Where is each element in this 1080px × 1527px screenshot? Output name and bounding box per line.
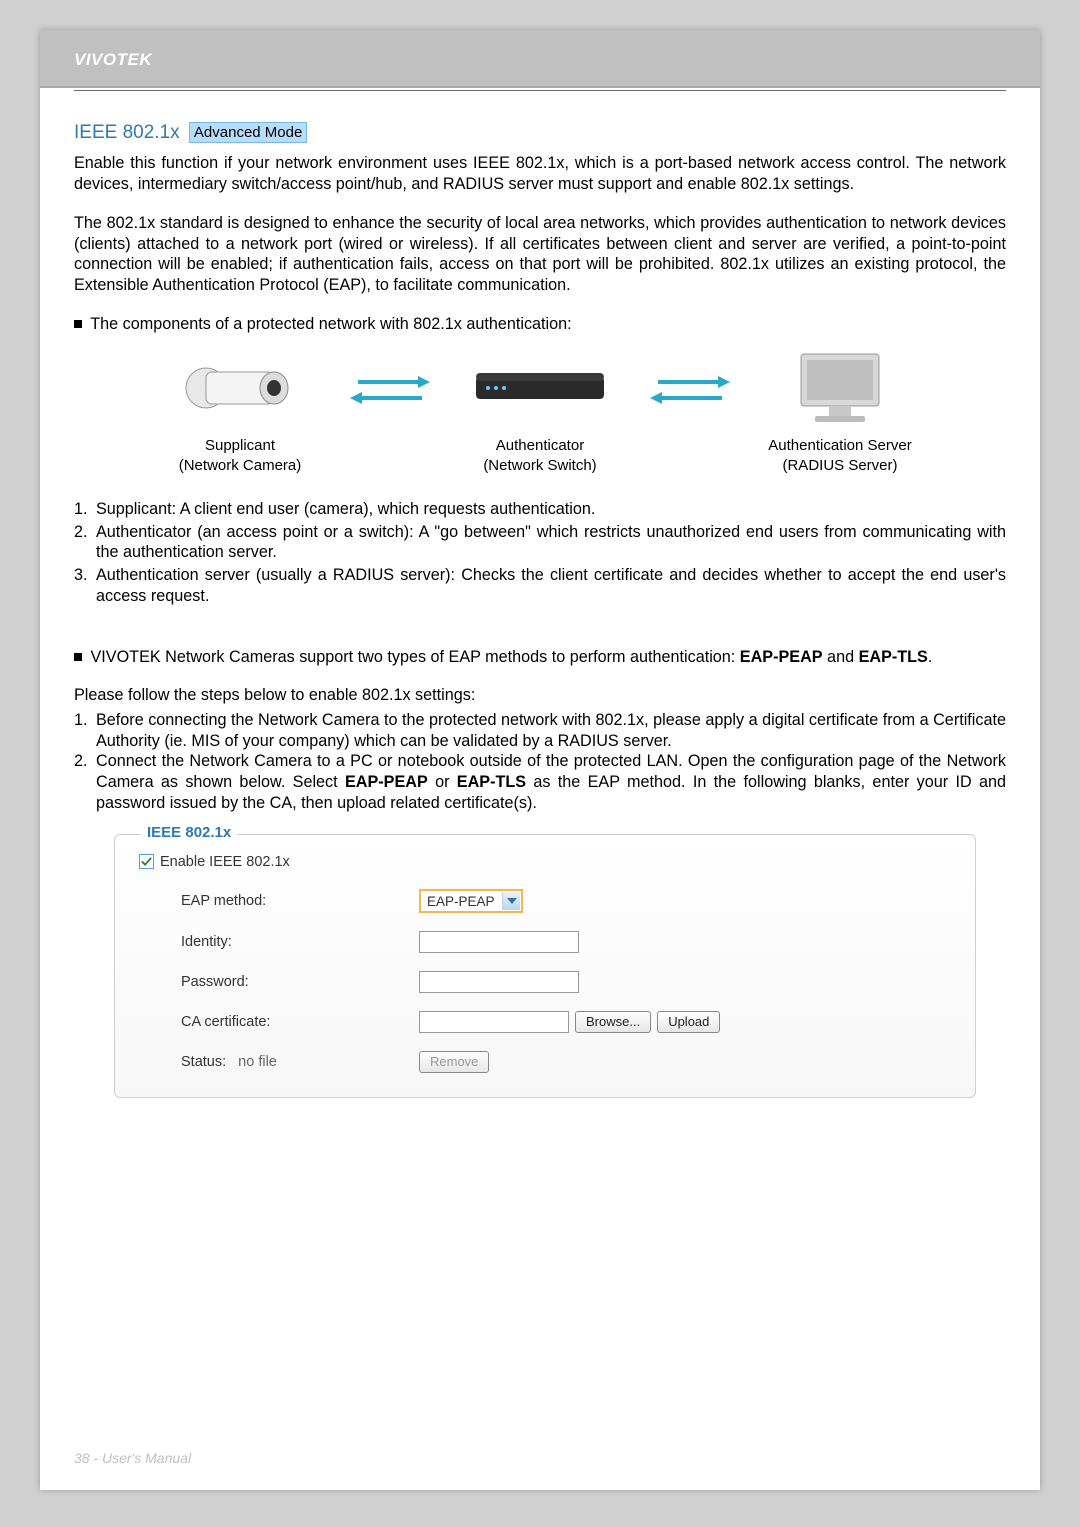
bullet-square-icon	[74, 320, 82, 328]
list-item: 1. Supplicant: A client end user (camera…	[74, 499, 1006, 520]
divider	[40, 86, 1040, 88]
node-sublabel: (RADIUS Server)	[740, 456, 940, 475]
eap-text: and	[823, 648, 859, 666]
remove-button[interactable]: Remove	[419, 1051, 489, 1073]
list-number: 1.	[74, 710, 96, 751]
node-label: Authentication Server	[740, 436, 940, 455]
list-text: Authenticator (an access point or a swit…	[96, 522, 1006, 563]
page-header: VIVOTEK	[40, 30, 1040, 86]
field-label: Status: no file	[139, 1053, 419, 1072]
field-label: Identity:	[139, 933, 419, 952]
auth-diagram: Supplicant (Network Camera)	[74, 348, 1006, 474]
password-input[interactable]	[419, 971, 579, 993]
title-text: IEEE 802.1x	[74, 122, 180, 143]
field-label: EAP method:	[139, 892, 419, 911]
diagram-node-server: Authentication Server (RADIUS Server)	[740, 348, 940, 474]
components-intro: The components of a protected network wi…	[90, 315, 571, 333]
eap-tls-bold: EAP-TLS	[859, 648, 928, 666]
status-value: no file	[238, 1054, 277, 1070]
diagram-node-supplicant: Supplicant (Network Camera)	[140, 348, 340, 474]
select-value: EAP-PEAP	[427, 893, 495, 910]
node-label: Supplicant	[140, 436, 340, 455]
list-item: 3. Authentication server (usually a RADI…	[74, 565, 1006, 606]
list-number: 2.	[74, 751, 96, 813]
diagram-node-authenticator: Authenticator (Network Switch)	[440, 348, 640, 474]
bullet-line: The components of a protected network wi…	[74, 314, 1006, 335]
bidirectional-arrow-icon	[650, 348, 730, 410]
eap-peap-bold: EAP-PEAP	[740, 648, 823, 666]
steps-intro: Please follow the steps below to enable …	[74, 685, 1006, 706]
eap-text: VIVOTEK Network Cameras support two type…	[91, 648, 740, 666]
content: IEEE 802.1x Advanced Mode Enable this fu…	[40, 91, 1040, 1098]
list-item: 1. Before connecting the Network Camera …	[74, 710, 1006, 751]
node-sublabel: (Network Camera)	[140, 456, 340, 475]
list-number: 2.	[74, 522, 96, 563]
monitor-icon	[740, 348, 940, 428]
mode-badge: Advanced Mode	[189, 122, 307, 143]
identity-row: Identity:	[139, 931, 951, 953]
enable-label: Enable IEEE 802.1x	[160, 853, 290, 872]
camera-icon	[140, 348, 340, 428]
status-label: Status:	[181, 1054, 226, 1070]
page-footer: 38 - User's Manual	[74, 1450, 191, 1466]
list-item: 2. Authenticator (an access point or a s…	[74, 522, 1006, 563]
identity-input[interactable]	[419, 931, 579, 953]
bullet-line: VIVOTEK Network Cameras support two type…	[74, 647, 1006, 668]
paragraph: Enable this function if your network env…	[74, 153, 1006, 194]
enable-checkbox[interactable]	[139, 854, 154, 869]
node-label: Authenticator	[440, 436, 640, 455]
chevron-down-icon	[502, 892, 520, 910]
panel-legend: IEEE 802.1x	[141, 823, 237, 842]
brand: VIVOTEK	[74, 50, 152, 69]
enable-row: Enable IEEE 802.1x	[139, 853, 951, 872]
eap-peap-bold: EAP-PEAP	[345, 773, 428, 791]
node-sublabel: (Network Switch)	[440, 456, 640, 475]
definition-list: 1. Supplicant: A client end user (camera…	[74, 499, 1006, 607]
upload-button[interactable]: Upload	[657, 1011, 720, 1033]
eap-method-row: EAP method: EAP-PEAP	[139, 889, 951, 913]
browse-button[interactable]: Browse...	[575, 1011, 651, 1033]
ca-cert-input[interactable]	[419, 1011, 569, 1033]
step-text: or	[428, 773, 457, 791]
list-text: Connect the Network Camera to a PC or no…	[96, 751, 1006, 813]
section-title: IEEE 802.1x Advanced Mode	[74, 121, 1006, 145]
bullet-square-icon	[74, 653, 82, 661]
paragraph: The 802.1x standard is designed to enhan…	[74, 213, 1006, 296]
list-number: 3.	[74, 565, 96, 606]
ieee8021x-config-panel: IEEE 802.1x Enable IEEE 802.1x EAP metho…	[114, 834, 976, 1099]
steps-list: 1. Before connecting the Network Camera …	[74, 710, 1006, 814]
page: VIVOTEK IEEE 802.1x Advanced Mode Enable…	[40, 30, 1040, 1490]
field-label: Password:	[139, 973, 419, 992]
eap-tls-bold: EAP-TLS	[457, 773, 526, 791]
field-label: CA certificate:	[139, 1013, 419, 1032]
status-row: Status: no file Remove	[139, 1051, 951, 1073]
list-text: Before connecting the Network Camera to …	[96, 710, 1006, 751]
switch-icon	[440, 348, 640, 428]
list-text: Authentication server (usually a RADIUS …	[96, 565, 1006, 606]
bidirectional-arrow-icon	[350, 348, 430, 410]
list-item: 2. Connect the Network Camera to a PC or…	[74, 751, 1006, 813]
ca-cert-row: CA certificate: Browse... Upload	[139, 1011, 951, 1033]
list-number: 1.	[74, 499, 96, 520]
eap-method-select[interactable]: EAP-PEAP	[419, 889, 523, 913]
eap-text: .	[928, 648, 933, 666]
list-text: Supplicant: A client end user (camera), …	[96, 499, 1006, 520]
password-row: Password:	[139, 971, 951, 993]
